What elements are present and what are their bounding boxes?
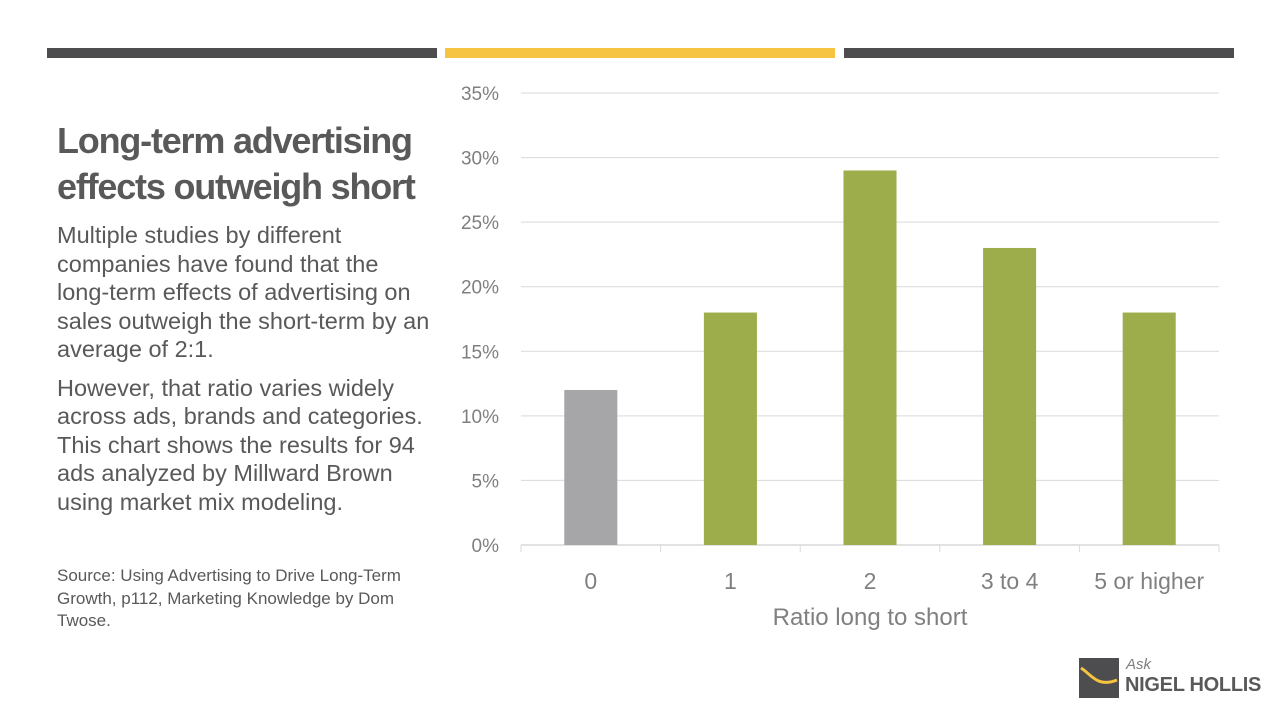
- logo-mark-icon: [1079, 658, 1119, 698]
- bar: [564, 390, 618, 545]
- y-tick-label: 20%: [461, 278, 499, 299]
- x-tick-label: 5 or higher: [1094, 568, 1204, 594]
- bar: [843, 170, 897, 545]
- y-tick-label: 25%: [461, 213, 499, 234]
- y-tick-label: 15%: [461, 342, 499, 363]
- body-paragraph-1: Multiple studies by different companies …: [57, 222, 430, 362]
- y-tick-label: 0%: [472, 536, 500, 557]
- source-note: Source: Using Advertising to Drive Long-…: [57, 566, 401, 630]
- top-bar-middle: [445, 48, 835, 58]
- bar: [983, 247, 1037, 545]
- y-tick-label: 35%: [461, 84, 499, 105]
- bar: [1122, 312, 1176, 545]
- y-tick-label: 30%: [461, 149, 499, 170]
- x-tick-label: 3 to 4: [981, 568, 1039, 594]
- x-tick-label: 2: [864, 568, 877, 594]
- top-bar-right: [844, 48, 1234, 58]
- logo: Ask NIGEL HOLLIS: [1079, 656, 1261, 702]
- top-bar-left: [47, 48, 437, 58]
- logo-ask: Ask: [1126, 656, 1152, 673]
- x-axis-title: Ratio long to short: [773, 604, 968, 631]
- bar: [703, 312, 757, 545]
- body-paragraph-2: However, that ratio varies widely across…: [57, 374, 423, 515]
- x-tick-label: 1: [724, 568, 737, 594]
- logo-name: NIGEL HOLLIS: [1125, 674, 1262, 696]
- y-tick-label: 5%: [472, 471, 500, 492]
- y-tick-label: 10%: [461, 407, 499, 428]
- x-tick-label: 0: [584, 568, 597, 594]
- slide-body: Multiple studies by different companies …: [57, 221, 437, 526]
- bar-chart: 0% 5% 10% 15% 20% 25% 30% 35% 0 1 2 3 to 4 5 or high…: [461, 84, 1220, 631]
- slide-title: Long-term advertising effects outweigh s…: [57, 120, 416, 207]
